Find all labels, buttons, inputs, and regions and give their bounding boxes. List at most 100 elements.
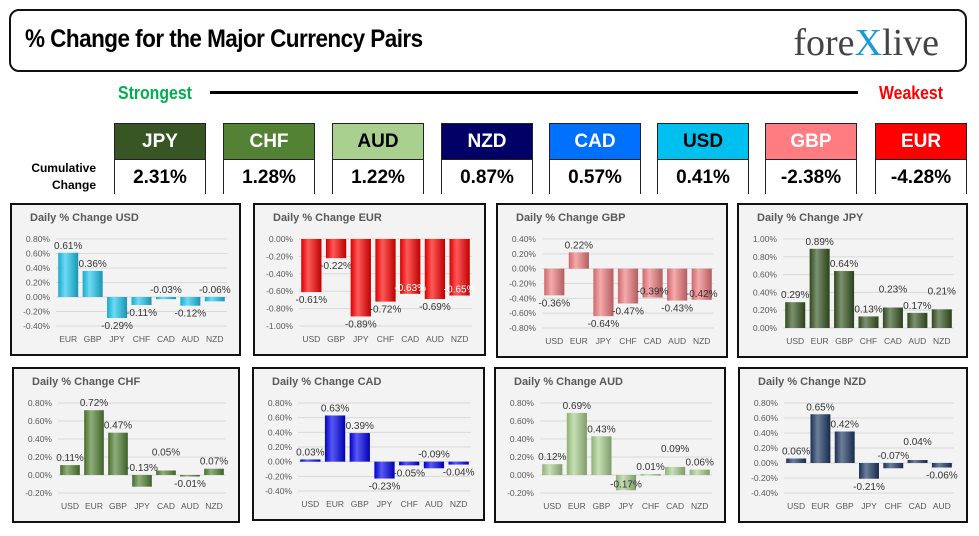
y-tick-label: -0.80% [266,304,293,314]
data-label: 0.05% [152,448,180,459]
data-label: 0.03% [296,447,324,458]
x-tick-label: NZD [933,336,950,346]
chart-panel-eur: Daily % Change EUR -1.00% -0.80% -0.60% -0.4… [253,203,486,356]
x-tick-label: AUD [933,501,951,511]
data-label: 0.29% [781,290,809,301]
x-tick-label: USD [545,336,563,346]
cumulative-value: -2.38% [766,160,856,195]
data-label: -0.39% [637,287,669,298]
data-label: -0.12% [175,309,207,320]
y-tick-label: 0.20% [754,443,779,453]
data-label: 0.09% [661,444,689,455]
data-label: 0.39% [346,421,374,432]
y-tick-label: 0.40% [26,263,51,273]
bar-aud [423,461,445,469]
data-label: 0.36% [78,259,106,270]
data-label: -0.36% [538,298,570,309]
data-label: 0.23% [879,285,907,296]
bar-jpy [374,461,395,479]
chart-panel-cad: Daily % Change CAD -0.40% -0.20% 0.00% 0.20%… [252,367,485,521]
x-tick-label: CAD [884,336,902,346]
bar-eur [84,410,104,475]
x-tick-label: JPY [134,501,150,511]
data-label: 0.07% [200,457,228,468]
y-tick-label: 0.80% [28,398,53,408]
weakest-label: Weakest [879,83,943,103]
y-tick-label: -0.40% [509,293,536,303]
data-label: -0.09% [418,450,450,461]
bar-aud [667,268,688,301]
bar-cad [156,470,176,475]
y-tick-label: -0.80% [509,323,536,333]
data-label: -0.89% [345,319,377,330]
y-tick-label: -0.20% [23,307,50,317]
y-tick-label: 0.60% [753,270,778,280]
data-label: 0.17% [903,301,931,312]
chart-panel-chf: Daily % Change CHF -0.20% 0.00% 0.20% 0.40% 0… [12,367,240,523]
forexlive-logo: foreXlive [793,22,939,64]
x-tick-label: JPY [377,499,393,509]
bar-gbp [591,436,612,475]
chart-panel-nzd: Daily % Change NZD -0.40% -0.20% 0.00% 0.20%… [738,367,968,523]
x-tick-label: AUD [425,499,443,509]
bar-jpy [107,297,128,319]
data-label: -0.07% [877,451,909,462]
data-label: 0.04% [903,437,931,448]
x-tick-label: GBP [109,501,127,511]
x-tick-label: GBP [327,334,345,344]
currency-box-cad: CAD 0.57% [549,123,641,195]
data-label: 0.69% [563,401,591,412]
cumulative-value: 1.28% [224,160,314,195]
x-tick-label: EUR [326,499,344,509]
x-tick-label: GBP [84,334,102,344]
bar-chf [617,268,639,304]
currency-code: GBP [766,124,856,160]
bar-gbp [325,239,347,259]
data-label: 0.06% [782,447,810,458]
bar-jpy [350,239,371,317]
chart-title: Daily % Change NZD [758,376,866,388]
x-tick-label: NZD [691,501,708,511]
y-tick-label: -0.20% [266,251,293,261]
x-tick-label: NZD [205,501,222,511]
y-tick-label: 0.00% [268,457,293,467]
data-label: -0.23% [369,482,401,493]
x-tick-label: AUD [668,336,686,346]
y-tick-label: -0.20% [507,488,534,498]
y-tick-label: 0.40% [268,427,293,437]
y-tick-label: 0.60% [28,416,53,426]
bar-gbp [82,270,103,297]
strongest-label: Strongest [118,83,192,103]
y-tick-label: -0.40% [23,321,50,331]
data-label: -0.21% [853,482,885,493]
x-tick-label: USD [543,501,561,511]
chart-nzd: Daily % Change NZD -0.40% -0.20% 0.00% 0.20%… [751,376,958,511]
data-label: 0.22% [565,240,593,251]
cumulative-value: 0.57% [550,160,640,195]
x-tick-label: NZD [451,334,468,344]
bar-nzd [931,309,952,328]
data-label: -0.06% [926,471,958,482]
bar-cad [155,297,176,300]
chart-panel-usd: Daily % Change USD -0.40% -0.20% 0.00% 0.20%… [10,203,241,356]
currency-code: JPY [115,124,205,160]
bar-usd [300,459,321,462]
y-tick-label: 0.20% [268,442,293,452]
chart-usd: Daily % Change USD -0.40% -0.20% 0.00% 0.20%… [23,212,231,344]
data-label: 0.13% [854,304,882,315]
x-tick-label: CHF [377,334,394,344]
x-tick-label: AUD [181,501,199,511]
currency-box-aud: AUD 1.22% [332,123,424,195]
bar-usd [544,268,565,296]
bar-jpy [859,463,879,479]
strength-scale-line [210,91,858,94]
y-tick-label: 0.20% [26,278,51,288]
data-label: -0.72% [370,305,402,316]
x-tick-label: JPY [353,334,369,344]
chart-title: Daily % Change JPY [757,212,864,224]
y-tick-label: 1.00% [753,234,778,244]
data-label: 0.43% [587,424,615,435]
x-tick-label: USD [61,501,79,511]
bar-nzd [204,468,224,475]
bar-jpy [615,475,637,491]
